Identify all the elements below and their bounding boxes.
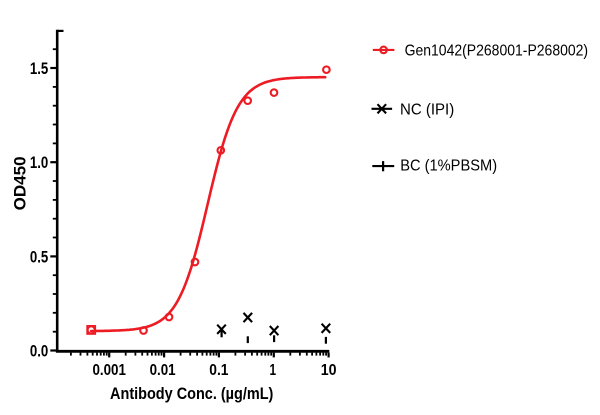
svg-text:0.5: 0.5 — [30, 247, 48, 266]
svg-text:10: 10 — [321, 362, 337, 379]
svg-text:BC (1%PBSM): BC (1%PBSM) — [400, 157, 497, 174]
svg-text:1.5: 1.5 — [30, 59, 48, 78]
svg-text:0.0: 0.0 — [30, 342, 48, 361]
svg-text:Gen1042(P268001-P268002): Gen1042(P268001-P268002) — [405, 42, 588, 59]
svg-text:0.01: 0.01 — [150, 362, 176, 379]
svg-text:0.001: 0.001 — [92, 362, 126, 379]
svg-text:Antibody Conc. (µg/mL): Antibody Conc. (µg/mL) — [110, 384, 273, 403]
svg-text:1.0: 1.0 — [30, 153, 48, 172]
svg-text:0.1: 0.1 — [209, 362, 228, 379]
svg-text:NC (IPI): NC (IPI) — [400, 102, 454, 119]
svg-text:1: 1 — [270, 362, 277, 379]
svg-text:OD450: OD450 — [10, 156, 29, 210]
